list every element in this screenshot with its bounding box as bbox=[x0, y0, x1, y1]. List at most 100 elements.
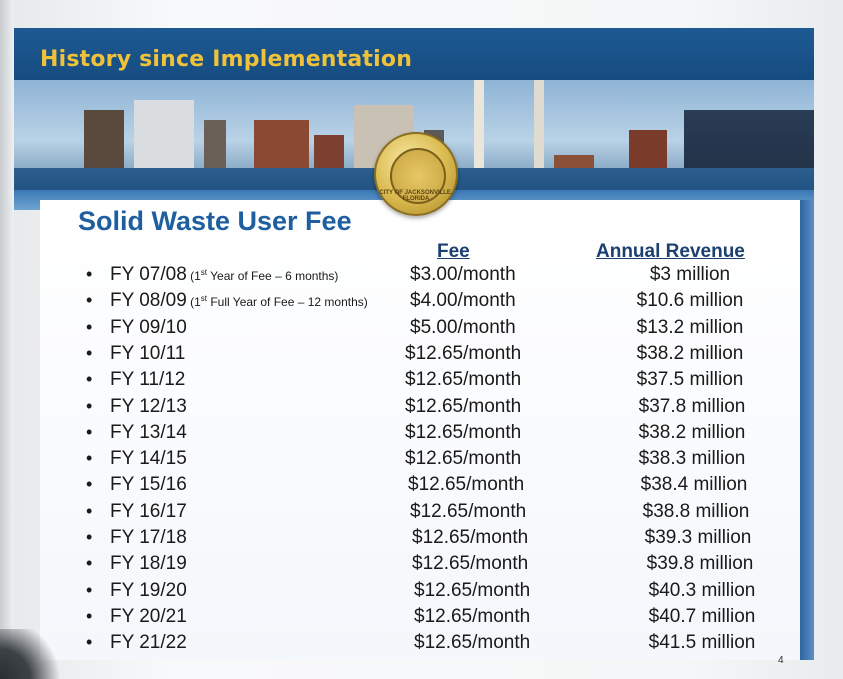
table-row: • FY 21/22 $12.65/month $41.5 million bbox=[0, 632, 843, 658]
bullet-icon: • bbox=[86, 448, 93, 469]
fiscal-year-label: FY 16/17 bbox=[110, 500, 187, 522]
fee-value: $12.65/month bbox=[405, 448, 522, 470]
bullet-icon: • bbox=[86, 264, 93, 284]
fiscal-year-label: FY 08/09 bbox=[110, 290, 187, 312]
fee-value: $12.65/month bbox=[414, 605, 531, 627]
fiscal-year: FY 07/08 (1st Year of Fee – 6 months) bbox=[110, 264, 338, 286]
fee-value: $5.00/month bbox=[410, 316, 516, 338]
table-row: • FY 19/20 $12.65/month $40.3 million bbox=[0, 580, 843, 606]
header-band bbox=[14, 28, 814, 80]
revenue-value: $38.8 million bbox=[642, 500, 750, 522]
table-row: • FY 16/17 $12.65/month $38.8 million bbox=[0, 501, 843, 527]
revenue-value: $3 million bbox=[649, 264, 731, 285]
fiscal-year-label: FY 18/19 bbox=[110, 553, 187, 575]
table-row: • FY 10/11 $12.65/month $38.2 million bbox=[0, 343, 843, 369]
revenue-value: $38.3 million bbox=[638, 448, 746, 470]
fiscal-year: FY 13/14 bbox=[110, 422, 187, 444]
bullet-icon: • bbox=[86, 474, 93, 495]
fee-value: $12.65/month bbox=[408, 474, 525, 496]
table-row: • FY 12/13 $12.65/month $37.8 million bbox=[0, 396, 843, 422]
table-row: • FY 18/19 $12.65/month $39.8 million bbox=[0, 553, 843, 579]
bullet-icon: • bbox=[86, 527, 93, 547]
bullet-icon: • bbox=[86, 632, 93, 653]
revenue-value: $37.8 million bbox=[638, 395, 746, 417]
table-row: • FY 20/21 $12.65/month $40.7 million bbox=[0, 606, 843, 632]
revenue-value: $39.3 million bbox=[644, 527, 752, 548]
bullet-icon: • bbox=[86, 316, 93, 337]
fiscal-year: FY 21/22 bbox=[110, 632, 187, 654]
fiscal-year-label: FY 10/11 bbox=[110, 342, 186, 364]
fiscal-year: FY 20/21 bbox=[110, 606, 187, 628]
revenue-value: $38.2 million bbox=[638, 421, 746, 443]
fiscal-year: FY 19/20 bbox=[110, 580, 187, 602]
fiscal-year-label: FY 11/12 bbox=[110, 369, 186, 391]
fiscal-year-label: FY 15/16 bbox=[110, 474, 187, 496]
note-suffix: Year of Fee – 6 months) bbox=[207, 269, 339, 283]
fiscal-year-note: (1st Year of Fee – 6 months) bbox=[187, 268, 339, 283]
fiscal-year-label: FY 07/08 bbox=[110, 264, 187, 285]
revenue-value: $38.4 million bbox=[640, 474, 748, 496]
fiscal-year: FY 08/09 (1st Full Year of Fee – 12 mont… bbox=[110, 290, 368, 312]
fee-value: $3.00/month bbox=[410, 264, 516, 285]
fiscal-year: FY 11/12 bbox=[110, 369, 185, 391]
fee-value: $12.65/month bbox=[412, 553, 529, 575]
revenue-value: $41.5 million bbox=[648, 632, 756, 654]
table-row: • FY 09/10 $5.00/month $13.2 million bbox=[0, 317, 843, 343]
fee-value: $12.65/month bbox=[405, 421, 522, 443]
table-row: • FY 11/12 $12.65/month $37.5 million bbox=[0, 369, 843, 395]
fiscal-year: FY 16/17 bbox=[110, 501, 187, 523]
building bbox=[534, 80, 544, 190]
revenue-value: $13.2 million bbox=[636, 316, 744, 338]
fiscal-year: FY 15/16 bbox=[110, 474, 187, 496]
bullet-icon: • bbox=[86, 553, 93, 574]
bullet-icon: • bbox=[86, 421, 93, 442]
bullet-icon: • bbox=[86, 369, 93, 390]
note-superscript: st bbox=[200, 294, 208, 304]
table-row: • FY 17/18 $12.65/month $39.3 million bbox=[0, 527, 843, 553]
paper-edge bbox=[0, 0, 14, 679]
photo-shadow bbox=[0, 629, 70, 679]
revenue-value: $37.5 million bbox=[636, 369, 744, 391]
fiscal-year-label: FY 13/14 bbox=[110, 421, 187, 443]
fee-value: $12.65/month bbox=[412, 527, 529, 548]
fiscal-year-label: FY 17/18 bbox=[110, 527, 187, 548]
fiscal-year: FY 09/10 bbox=[110, 317, 187, 339]
revenue-value: $40.3 million bbox=[648, 579, 756, 601]
fee-value: $12.65/month bbox=[405, 395, 522, 417]
bullet-icon: • bbox=[86, 395, 93, 416]
note-suffix: Full Year of Fee – 12 months) bbox=[207, 295, 368, 310]
fiscal-year-label: FY 14/15 bbox=[110, 448, 187, 470]
note-superscript: st bbox=[200, 268, 208, 277]
table-row: • FY 07/08 (1st Year of Fee – 6 months) $3… bbox=[0, 264, 843, 290]
fiscal-year-label: FY 12/13 bbox=[110, 395, 187, 417]
content-panel bbox=[40, 200, 800, 660]
table-row: • FY 13/14 $12.65/month $38.2 million bbox=[0, 422, 843, 448]
revenue-value: $38.2 million bbox=[636, 342, 744, 364]
bullet-icon: • bbox=[86, 290, 93, 311]
fee-value: $12.65/month bbox=[414, 632, 531, 654]
table-row: • FY 14/15 $12.65/month $38.3 million bbox=[0, 448, 843, 474]
revenue-value: $40.7 million bbox=[648, 605, 756, 627]
fiscal-year-note: (1st Full Year of Fee – 12 months) bbox=[187, 294, 368, 310]
fiscal-year: FY 18/19 bbox=[110, 553, 187, 575]
fiscal-year-label: FY 21/22 bbox=[110, 632, 187, 654]
revenue-value: $39.8 million bbox=[646, 553, 754, 575]
header-title: History since Implementation bbox=[40, 47, 413, 72]
table-row: • FY 08/09 (1st Full Year of Fee – 12 mon… bbox=[0, 290, 843, 316]
bullet-icon: • bbox=[86, 342, 93, 363]
seal-emblem bbox=[390, 148, 446, 204]
revenue-value: $10.6 million bbox=[636, 290, 744, 312]
fee-value: $4.00/month bbox=[410, 290, 516, 312]
fee-value: $12.65/month bbox=[405, 342, 522, 364]
right-accent-bar bbox=[800, 200, 814, 660]
fiscal-year-label: FY 09/10 bbox=[110, 316, 187, 338]
bullet-icon: • bbox=[86, 579, 93, 600]
fiscal-year: FY 12/13 bbox=[110, 396, 187, 418]
seal-text: CITY OF JACKSONVILLE, FLORIDA bbox=[379, 190, 453, 202]
fiscal-year: FY 17/18 bbox=[110, 527, 187, 549]
bullet-icon: • bbox=[86, 605, 93, 626]
revenue-column-header: Annual Revenue bbox=[596, 241, 745, 262]
fiscal-year-label: FY 19/20 bbox=[110, 579, 187, 601]
fee-value: $12.65/month bbox=[405, 369, 522, 391]
note-prefix: (1 bbox=[190, 269, 201, 283]
